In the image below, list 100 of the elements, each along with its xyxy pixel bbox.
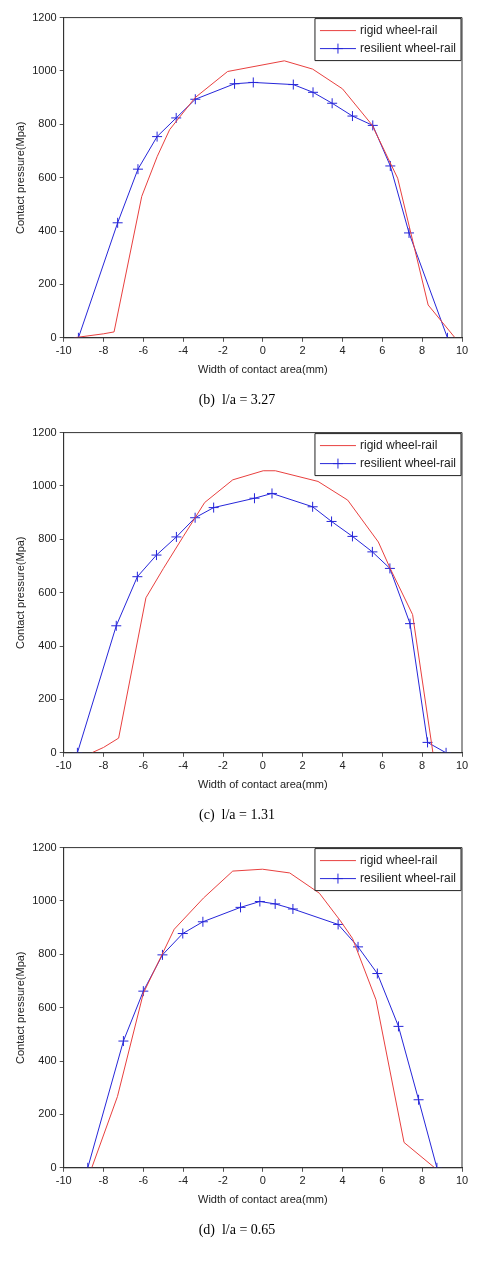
point [189,512,201,524]
point [384,160,396,172]
x-tick-label: 2 [299,344,306,357]
point [287,79,299,91]
point [189,93,201,105]
point [110,620,122,632]
x-tick-label: -8 [98,759,109,772]
point [346,110,358,122]
point [170,112,182,124]
y-axis-title: Contact pressure(Mpa) [13,951,26,1064]
point [269,898,281,910]
point [307,501,319,513]
point [112,217,124,229]
x-tick-label: -2 [218,759,228,772]
y-tick-label: 200 [38,692,57,705]
point [266,487,278,499]
x-axis-title: Width of contact area(mm) [198,1192,328,1205]
x-axis-title: Width of contact area(mm) [198,362,328,375]
point [177,928,189,940]
text: (b) l/a = 3.27 [198,392,276,409]
x-tick-label: 6 [379,1174,386,1187]
y-tick-label: 1000 [32,64,57,76]
y-tick-label: 200 [38,1107,57,1120]
point [197,916,209,928]
point [137,985,149,997]
point [367,119,379,131]
x-tick-label: -4 [178,759,189,772]
x-tick-label: 4 [339,1174,346,1187]
y-tick-label: 800 [38,532,57,545]
y-tick-label: 600 [38,170,57,183]
point [254,896,266,907]
y-tick-label: 1200 [32,10,57,23]
x-tick-label: 10 [455,1174,469,1187]
x-tick-label: -10 [55,759,72,772]
x-tick-label: 2 [299,1174,306,1187]
y-tick-label: 800 [38,947,57,960]
x-tick-label: 6 [379,344,386,357]
point [413,1094,425,1106]
x-tick-label: 0 [259,344,266,357]
legend-label: rigid wheel-rail [359,22,438,37]
x-tick-label: 0 [259,759,266,772]
y-axis-title: Contact pressure(Mpa) [13,121,26,234]
point [352,941,364,953]
point [248,492,260,504]
point [229,78,241,90]
point [326,515,338,527]
legend-label: resilient wheel-rail [359,455,457,470]
y-axis-title: Contact pressure(Mpa) [13,536,26,649]
x-tick-label: -8 [98,1174,109,1187]
x-tick-label: -6 [138,759,149,772]
y-tick-label: 200 [38,277,57,290]
x-tick-label: 8 [419,1174,426,1187]
x-tick-label: 4 [339,759,346,772]
point [170,531,182,543]
y-tick-label: 1200 [32,425,57,438]
y-tick-label: 0 [50,745,57,758]
y-tick-label: 1000 [32,479,57,491]
x-tick-label: -10 [55,1174,72,1187]
text: (d) l/a = 0.65 [198,1222,276,1239]
x-tick-label: 10 [455,344,469,357]
x-tick-label: 0 [259,1174,266,1187]
point [117,1035,129,1047]
x-tick-label: 8 [419,759,426,772]
point [132,163,144,175]
point [151,131,163,143]
y-tick-label: 0 [50,330,57,343]
x-tick-label: -8 [98,344,109,357]
point [346,530,358,542]
point [392,1020,404,1032]
y-tick-label: 400 [38,1054,57,1067]
legend-label: resilient wheel-rail [359,40,457,55]
point [307,86,319,98]
point [403,227,415,239]
y-tick-label: 600 [38,1000,57,1013]
y-tick-label: 1200 [32,840,57,853]
point [156,949,168,961]
point [422,736,434,748]
x-tick-label: 4 [339,344,346,357]
point [150,549,162,561]
point [326,97,338,109]
point [208,502,220,514]
point [287,903,299,915]
point [332,918,344,930]
point [366,546,378,558]
legend-label: rigid wheel-rail [359,437,438,452]
x-tick-label: -4 [178,1174,189,1187]
x-tick-label: -6 [138,344,149,357]
y-tick-label: 1000 [32,894,57,906]
y-tick-label: 600 [38,585,57,598]
point [247,76,259,88]
x-axis-title: Width of contact area(mm) [198,777,328,790]
point [384,562,396,574]
x-tick-label: 8 [419,344,426,357]
y-tick-label: 0 [50,1160,57,1173]
x-tick-label: 2 [299,759,306,772]
x-tick-label: -6 [138,1174,149,1187]
point [371,968,383,980]
text: (c) l/a = 1.31 [199,807,275,824]
x-tick-label: 10 [455,759,469,772]
point [131,571,143,583]
